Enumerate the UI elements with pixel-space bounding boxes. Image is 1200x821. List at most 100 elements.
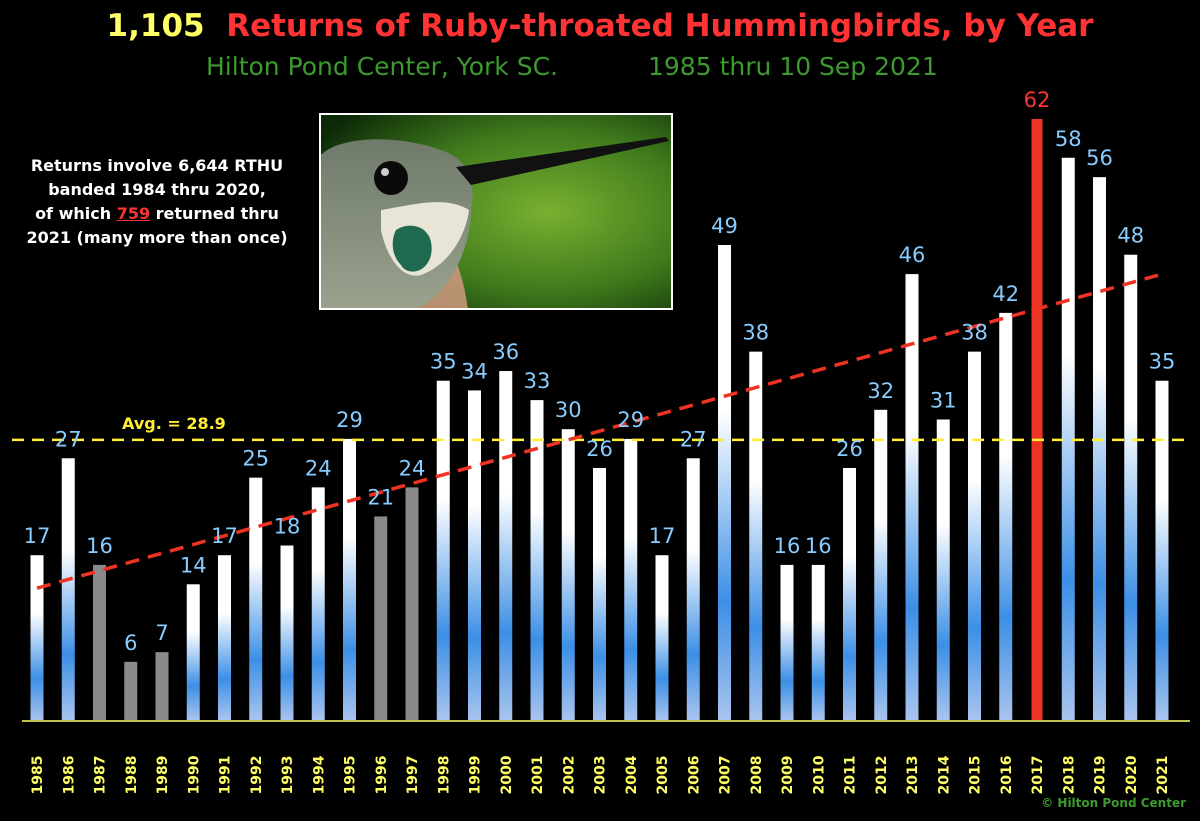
year-label-1987: 1987 [93, 756, 109, 795]
year-label-1997: 1997 [405, 756, 421, 795]
year-label-1990: 1990 [186, 755, 202, 794]
year-label-2015: 2015 [968, 756, 984, 795]
bar-1992 [249, 477, 263, 720]
bar-1999 [468, 390, 481, 720]
title-count: 1,105 [106, 8, 205, 44]
year-label-2009: 2009 [780, 756, 796, 795]
value-label-1997: 24 [399, 456, 426, 480]
value-label-2005: 17 [649, 524, 676, 548]
bar-2010 [811, 564, 825, 720]
year-label-2004: 2004 [624, 755, 640, 794]
bar-2015 [968, 351, 981, 720]
bar-1995 [343, 438, 356, 720]
bar-1989 [155, 652, 169, 720]
bar-2012 [874, 409, 888, 720]
note-line-1: Returns involve 6,644 RTHU [30, 156, 284, 175]
note-highlight-count: 759 [116, 204, 151, 223]
value-label-1998: 35 [430, 350, 457, 374]
hummingbird-illustration [321, 115, 671, 308]
value-label-2010: 16 [805, 534, 832, 558]
note-line-3: of which 759 returned thru [8, 202, 306, 226]
subtitle-range: 1985 thru 10 Sep 2021 [648, 52, 938, 81]
chart-title: 1,105 Returns of Ruby-throated Hummingbi… [0, 8, 1200, 44]
value-label-2007: 49 [711, 214, 738, 238]
bar-2006 [686, 458, 700, 720]
bar-2004 [624, 438, 638, 720]
value-label-1995: 29 [336, 408, 363, 432]
year-label-2013: 2013 [905, 756, 921, 795]
year-label-1986: 1986 [61, 756, 77, 795]
bar-1994 [311, 487, 325, 720]
bar-2021 [1155, 380, 1169, 720]
bar-1987 [93, 564, 106, 720]
year-label-1995: 1995 [343, 756, 359, 795]
year-label-1996: 1996 [374, 756, 390, 795]
trend-line [36, 272, 1163, 590]
value-label-1996: 21 [367, 485, 394, 509]
average-label: Avg. = 28.9 [122, 414, 226, 433]
year-label-2011: 2011 [843, 756, 859, 795]
value-label-1986: 27 [55, 427, 82, 451]
value-label-2001: 33 [524, 369, 551, 393]
value-label-1999: 34 [461, 359, 488, 383]
value-label-1993: 18 [274, 515, 301, 539]
year-label-2010: 2010 [811, 755, 827, 794]
value-label-1988: 6 [124, 631, 137, 655]
value-label-2004: 29 [617, 408, 644, 432]
bar-1997 [405, 487, 419, 720]
value-label-1992: 25 [242, 447, 269, 471]
year-label-1999: 1999 [468, 756, 484, 795]
bar-2007 [718, 245, 731, 721]
bar-1996 [374, 516, 388, 720]
year-label-2000: 2000 [499, 755, 515, 794]
year-label-2019: 2019 [1093, 756, 1109, 795]
year-label-1998: 1998 [436, 756, 452, 795]
bar-2009 [780, 564, 794, 720]
year-label-1994: 1994 [311, 755, 327, 794]
value-label-2012: 32 [867, 379, 894, 403]
value-label-1991: 17 [211, 524, 238, 548]
bar-2008 [749, 351, 763, 720]
year-label-2006: 2006 [686, 756, 702, 795]
year-label-1992: 1992 [249, 756, 265, 795]
title-text: Returns of Ruby-throated Hummingbirds, b… [226, 8, 1094, 44]
value-label-2013: 46 [899, 243, 926, 267]
value-label-1987: 16 [86, 534, 113, 558]
note-line-2: banded 1984 thru 2020, [48, 180, 266, 199]
value-label-2009: 16 [774, 534, 801, 558]
bar-2017 [1031, 119, 1043, 720]
bar-2011 [843, 467, 856, 720]
bar-2019 [1093, 177, 1106, 721]
year-label-1985: 1985 [30, 756, 46, 795]
year-label-2001: 2001 [530, 756, 546, 795]
hummingbird-photo [319, 113, 673, 310]
value-label-2019: 56 [1086, 146, 1113, 170]
year-label-2008: 2008 [749, 756, 765, 795]
value-label-2017: 62 [1024, 88, 1051, 112]
year-label-2017: 2017 [1030, 756, 1046, 795]
year-label-2020: 2020 [1124, 755, 1140, 794]
value-label-1989: 7 [155, 621, 168, 645]
info-note: Returns involve 6,644 RTHU banded 1984 t… [8, 154, 306, 250]
value-label-2011: 26 [836, 437, 863, 461]
bar-1991 [218, 555, 231, 720]
bar-2014 [936, 419, 950, 720]
bar-group [30, 119, 1169, 721]
year-label-2016: 2016 [999, 756, 1015, 795]
year-label-1988: 1988 [124, 756, 140, 795]
value-label-2020: 48 [1117, 224, 1144, 248]
bar-2002 [561, 429, 575, 720]
reference-lines: Avg. = 28.9 [12, 272, 1192, 722]
bar-2013 [905, 274, 919, 720]
year-label-1993: 1993 [280, 756, 296, 795]
bar-2005 [655, 555, 669, 720]
note-line-3-post: returned thru [150, 204, 279, 223]
bar-1998 [436, 380, 450, 720]
value-label-2014: 31 [930, 389, 957, 413]
bar-1990 [186, 584, 200, 720]
year-label-1989: 1989 [155, 756, 171, 795]
bar-2018 [1061, 157, 1075, 721]
value-label-2021: 35 [1149, 350, 1176, 374]
